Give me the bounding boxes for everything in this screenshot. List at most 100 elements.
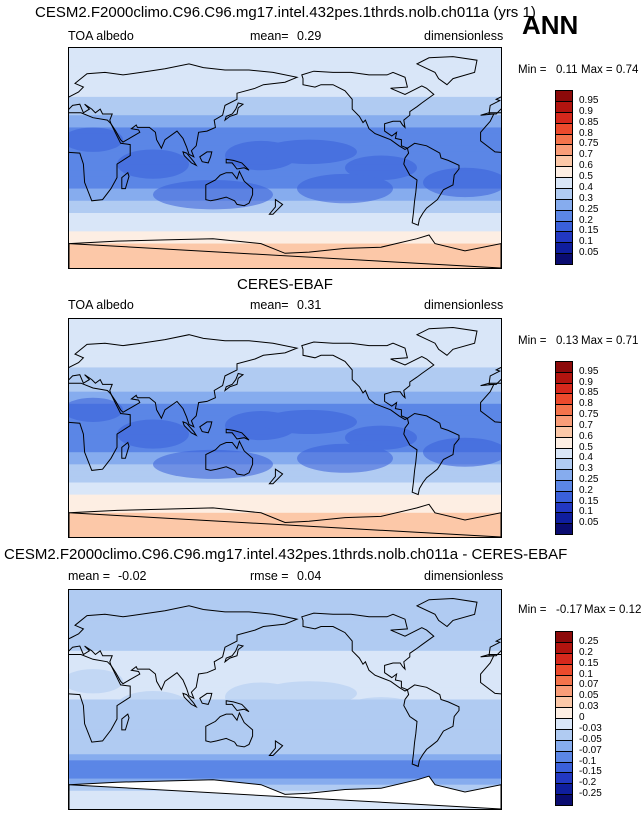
coastline-nz <box>268 468 284 485</box>
latitude-band <box>69 748 501 755</box>
cloud-patch <box>345 425 417 450</box>
colorbar-tick-label: 0.6 <box>579 160 593 172</box>
coastline-borneo <box>199 421 213 434</box>
colorbar-tick-label: 0.15 <box>579 225 599 237</box>
colorbar-tick-label: 0.1 <box>579 236 593 248</box>
latitude-band <box>69 170 501 177</box>
latitude-band <box>69 602 501 609</box>
coastline-africa <box>480 654 501 695</box>
latitude-band <box>69 464 501 471</box>
cloud-patch <box>345 697 417 722</box>
panel-3-min-value: -0.17 <box>556 604 583 616</box>
season-label: ANN <box>522 10 579 40</box>
coastline-eurasia <box>69 605 299 700</box>
coastline-borneo <box>199 692 213 705</box>
latitude-band <box>69 206 501 214</box>
latitude-band <box>69 331 501 338</box>
colorbar-tick-label: 0.05 <box>579 247 599 259</box>
coastline-australia <box>205 439 254 476</box>
coastline-madagascar <box>121 171 130 190</box>
latitude-band <box>69 355 501 362</box>
latitude-band <box>69 261 501 268</box>
latitude-band <box>69 650 501 658</box>
coastline-namerica <box>301 612 435 692</box>
coastline-eurasia <box>69 334 299 428</box>
panel-1-min-value: 0.11 <box>556 64 578 76</box>
latitude-band <box>69 784 501 792</box>
latitude-band <box>69 494 501 502</box>
colorbar-tick-label: 0.95 <box>579 365 599 377</box>
latitude-band <box>69 325 501 332</box>
latitude-band <box>69 608 501 615</box>
latitude-band <box>69 500 501 508</box>
coastline-samerica <box>403 142 460 226</box>
coastlines <box>69 597 501 809</box>
colorbar-tick-label: -0.25 <box>579 788 602 800</box>
coastline-africa <box>480 112 501 153</box>
latitude-band <box>69 176 501 183</box>
coastline-japan <box>224 372 245 392</box>
panel-2-units: dimensionless <box>424 298 504 312</box>
latitude-band <box>69 506 501 514</box>
coastline-africa <box>69 654 131 743</box>
colorbar-swatch <box>555 523 573 535</box>
panel-2-colorbar: 0.95 0.9 0.85 0.8 0.75 0.7 0.6 0.5 0.4 0.3 0.25 0.2… <box>555 361 615 535</box>
coastline-sumatra <box>182 151 198 167</box>
latitude-band <box>69 121 501 128</box>
latitude-band <box>69 470 501 477</box>
latitude-band <box>69 127 501 135</box>
latitude-band <box>69 182 501 190</box>
latitude-band <box>69 213 501 220</box>
panel-2-mean-value: 0.31 <box>297 298 322 312</box>
colorbar-swatch <box>555 794 573 806</box>
colorbar-tick-label: 0.05 <box>579 517 599 529</box>
colorbar-tick-label: -0.1 <box>579 755 597 767</box>
latitude-band <box>69 446 501 453</box>
latitude-band <box>69 66 501 73</box>
colorbar-tick-label: 0.25 <box>579 203 599 215</box>
coastline-antarctica <box>69 234 501 268</box>
latitude-band <box>69 109 501 116</box>
panel-1-max-label: Max = <box>581 64 613 76</box>
colorbar-tick-label: 0.9 <box>579 376 593 388</box>
colorbar-tick-label: 0.1 <box>579 668 593 680</box>
panel-1-mean-value: 0.29 <box>297 29 322 43</box>
coastline-sumatra <box>182 421 198 437</box>
panel-2-max-value: 0.71 <box>616 335 639 347</box>
panel-3-map <box>68 589 502 810</box>
coastlines <box>69 326 501 537</box>
colorbar-tick-label: 0.07 <box>579 679 599 691</box>
latitude-band <box>69 373 501 381</box>
panel-3-rmse-label: rmse = <box>250 569 289 583</box>
latitude-band <box>69 705 501 713</box>
latitude-band <box>69 723 501 731</box>
latitude-band <box>69 54 501 61</box>
colorbar-tick-label: 0.1 <box>579 506 593 518</box>
coastline-eurasia <box>69 63 299 158</box>
latitude-band <box>69 530 501 537</box>
latitude-band <box>69 440 501 447</box>
cloud-patch <box>117 419 189 449</box>
colorbar-tick-label: 0.5 <box>579 171 593 182</box>
colorbar-tick-label: 0.15 <box>579 495 599 507</box>
coastline-borneo <box>199 151 213 164</box>
colorbar-tick-label: 0.4 <box>579 452 593 464</box>
panel-1-colorbar: 0.95 0.9 0.85 0.8 0.75 0.7 0.6 0.5 0.4 0.3 0.25 0.2… <box>555 90 615 265</box>
latitude-band <box>69 403 501 411</box>
field-patches <box>69 127 501 210</box>
cloud-patch <box>261 139 357 165</box>
latitude-band <box>69 219 501 226</box>
latitude-band <box>69 778 501 786</box>
cloud-patch <box>69 397 123 422</box>
cloud-patch <box>423 437 501 467</box>
latitude-band <box>69 60 501 67</box>
colorbar-tick-label: 0.75 <box>579 138 599 150</box>
latitude-band <box>69 96 501 104</box>
latitude-band <box>69 524 501 532</box>
latitude-band <box>69 644 501 652</box>
coastline-newguinea <box>225 700 250 713</box>
colorbar-tick-label: -0.03 <box>579 722 602 734</box>
coastline-antarctica <box>69 503 501 537</box>
latitude-band <box>69 796 501 804</box>
panel-1-min-label: Min = <box>518 64 547 76</box>
